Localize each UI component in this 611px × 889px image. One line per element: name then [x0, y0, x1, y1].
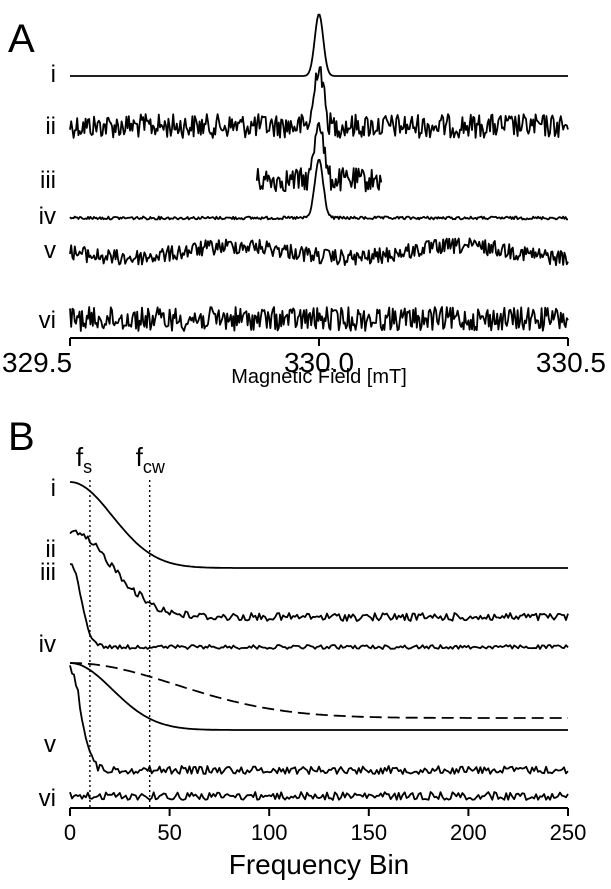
panel-a-trace-iii — [255, 121, 383, 193]
panel-b-tick-label: 200 — [450, 820, 487, 845]
panel-a-tick-label: 330.5 — [536, 347, 606, 378]
marker-label-s: fs — [76, 442, 92, 477]
panel-b-trace-iv-dashed — [70, 662, 568, 719]
panel-a-letter: A — [8, 17, 35, 61]
panel-a-trace-iv — [69, 159, 568, 221]
panel-a-label-iii: iii — [40, 167, 56, 194]
panel-a-label-vi: vi — [39, 307, 56, 334]
panel-b-tick-label: 0 — [64, 820, 76, 845]
panel-b-tick-label: 100 — [251, 820, 288, 845]
panel-b-trace-iv — [69, 662, 568, 731]
panel-a-label-v: v — [44, 237, 56, 264]
panel-b-label-iv: iv — [39, 631, 56, 658]
panel-a-trace-i — [70, 13, 568, 77]
panel-a-trace-vi — [69, 306, 569, 332]
panel-b-label-v: v — [44, 731, 56, 758]
panel-a-label-i: i — [51, 61, 56, 88]
panel-b-label-i: i — [51, 475, 56, 502]
panel-a-x-axis-label: Magnetic Field [mT] — [231, 366, 407, 388]
panel-b-tick-label: 150 — [350, 820, 387, 845]
panel-b-label-ii: ii — [45, 536, 56, 563]
panel-b-trace-i — [69, 481, 568, 569]
panel-b-label-vi: vi — [39, 785, 56, 812]
panel-b-label-iii: iii — [40, 559, 56, 586]
panel-b-tick-label: 250 — [550, 820, 587, 845]
panel-b-trace-iii — [69, 563, 569, 650]
panel-b-trace-ii — [69, 529, 569, 622]
panel-a-tick-label: 330.0 — [284, 347, 354, 378]
panel-a-label-iv: iv — [39, 203, 56, 230]
marker-label-cw: fcw — [136, 442, 166, 477]
panel-a-tick-label: 329.5 — [2, 347, 72, 378]
panel-b-trace-vi — [69, 791, 569, 801]
panel-b-tick-label: 50 — [157, 820, 181, 845]
panel-b-x-axis-label: Frequency Bin — [229, 849, 410, 880]
panel-b-trace-v — [69, 665, 569, 775]
panel-a-trace-ii — [69, 66, 569, 139]
panel-a-label-ii: ii — [45, 113, 56, 140]
panel-a-trace-v — [69, 237, 569, 267]
panel-b-letter: B — [8, 415, 35, 459]
